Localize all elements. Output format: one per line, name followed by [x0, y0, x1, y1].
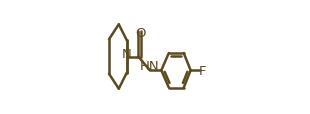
Text: F: F — [199, 64, 207, 77]
Text: N: N — [122, 47, 131, 60]
Text: O: O — [135, 27, 146, 40]
Text: HN: HN — [140, 60, 159, 73]
